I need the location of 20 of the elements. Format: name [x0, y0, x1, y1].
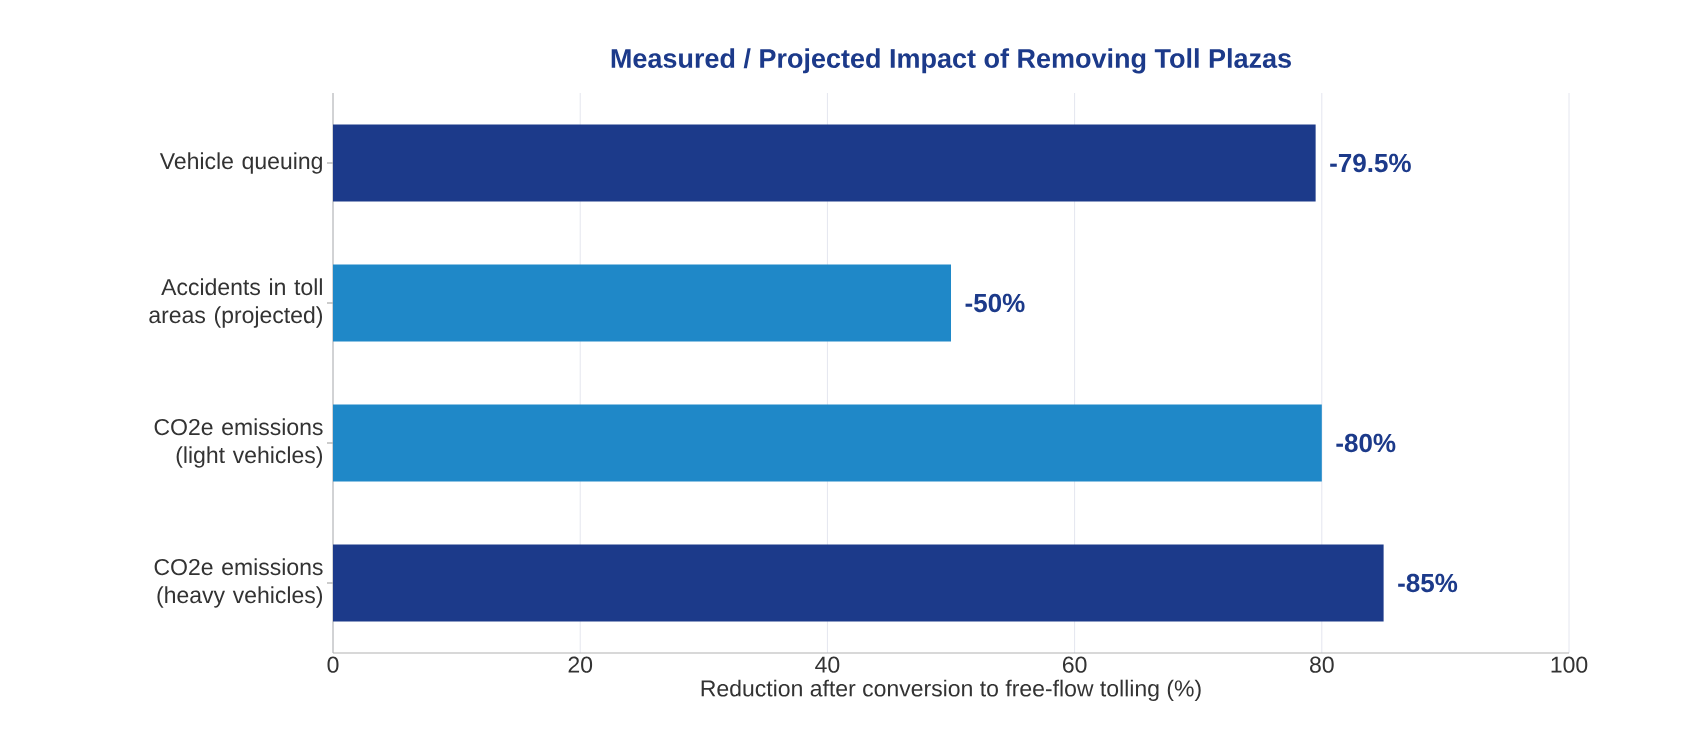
y-tick-label: Accidents in toll areas (projected)	[149, 278, 323, 328]
annotation: -85%	[1398, 573, 1458, 593]
x-axis-title: Reduction after conversion to free-flow tolling (%)	[701, 679, 1201, 702]
x-tick-label: 80	[1310, 656, 1334, 673]
x-tick-label: 20	[568, 656, 593, 673]
bar	[333, 124, 1316, 202]
annotation: -79.5%	[1330, 153, 1411, 173]
y-tick-label: CO2e emissions (heavy vehicles)	[154, 558, 323, 608]
bar	[333, 544, 1384, 622]
chart-title: Measured / Projected Impact of Removing Toll Plazas	[611, 48, 1291, 74]
x-tick-label: 60	[1062, 656, 1087, 673]
annotation: -50%	[965, 293, 1025, 313]
x-tick-label: 40	[815, 656, 840, 673]
x-tick-label: 0	[327, 656, 339, 673]
x-tick-label: 100	[1551, 656, 1588, 673]
annotation: -80%	[1336, 433, 1396, 453]
y-tick-label: CO2e emissions (light vehicles)	[154, 418, 323, 468]
bar	[333, 404, 1322, 482]
y-tick-label: Vehicle queuing	[159, 152, 322, 174]
bar	[333, 264, 952, 342]
